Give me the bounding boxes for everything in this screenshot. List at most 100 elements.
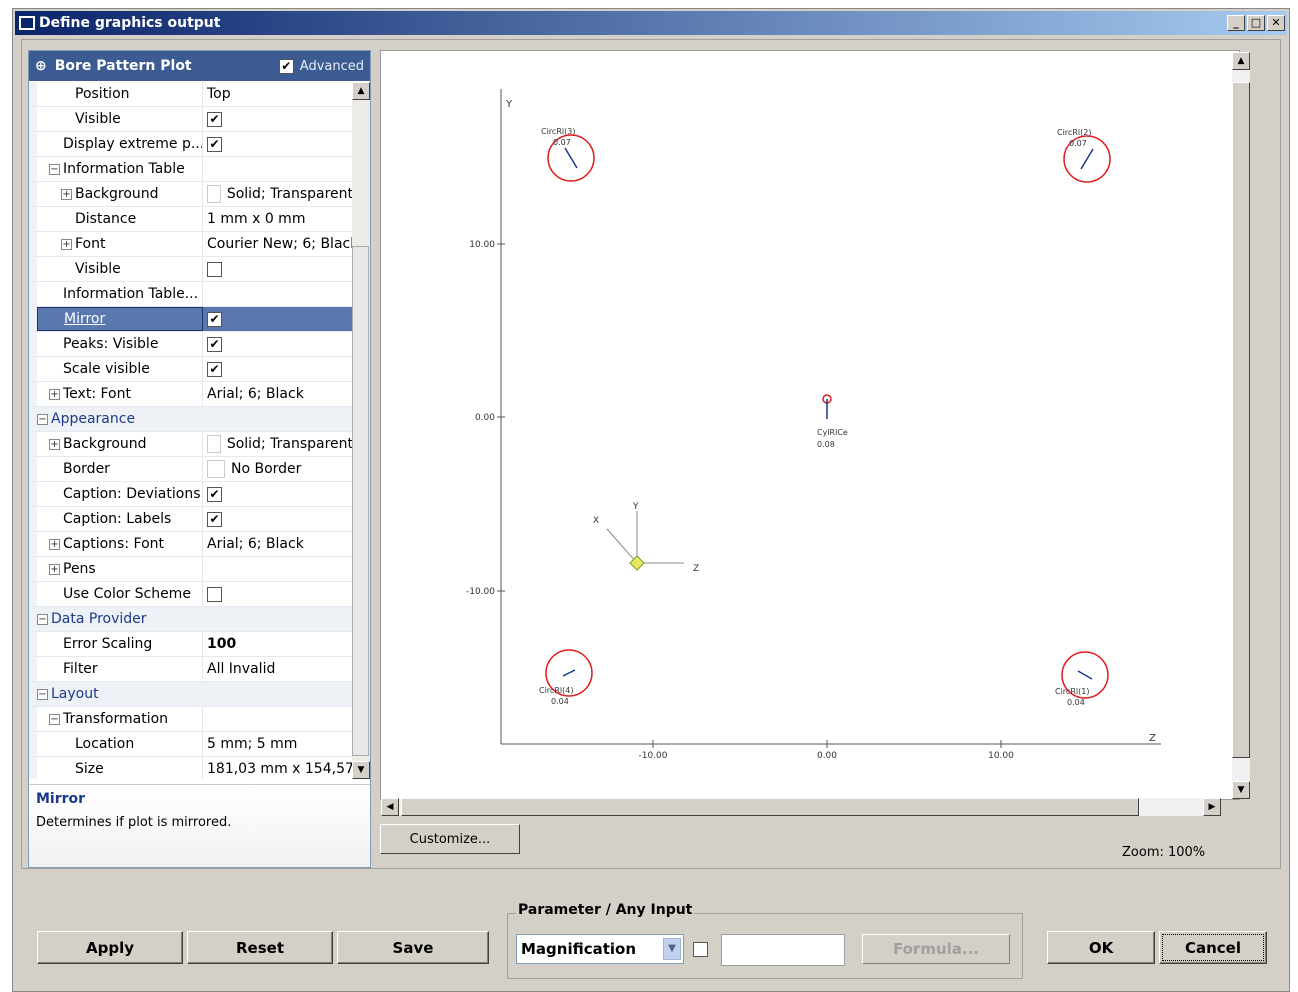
property-row[interactable]: Visible [29, 257, 353, 282]
plot-scroll-right-icon[interactable]: ▶ [1203, 798, 1221, 816]
collapse-icon[interactable]: − [37, 613, 48, 625]
property-checkbox[interactable] [207, 586, 222, 602]
property-row[interactable]: + Background Solid; Transparent [29, 182, 353, 207]
property-value-cell[interactable]: Top [203, 86, 353, 102]
property-row[interactable]: + Background Solid; Transparent [29, 432, 353, 457]
property-row[interactable]: Caption: Deviations ✔ [29, 482, 353, 507]
property-scrollbar[interactable]: ▲ ▼ [352, 82, 370, 779]
property-checkbox[interactable]: ✔ [207, 511, 222, 527]
property-row[interactable]: Distance 1 mm x 0 mm [29, 207, 353, 232]
plot-vertical-scrollbar[interactable]: ▲ ▼ [1232, 52, 1250, 799]
cancel-button[interactable]: Cancel [1159, 931, 1267, 964]
property-row[interactable]: Information Table... [29, 282, 353, 307]
collapse-icon[interactable]: − [37, 413, 48, 425]
property-row[interactable]: Visible ✔ [29, 107, 353, 132]
property-label-cell[interactable]: − Appearance [37, 407, 203, 431]
property-checkbox[interactable]: ✔ [207, 361, 222, 377]
property-label-cell[interactable]: + Text: Font [37, 382, 203, 406]
property-label-cell[interactable]: Scale visible [37, 357, 203, 381]
property-label-cell[interactable]: − Transformation [37, 707, 203, 731]
property-label-cell[interactable]: Mirror [37, 307, 203, 331]
property-label-cell[interactable]: + Captions: Font [37, 532, 203, 556]
property-label-cell[interactable]: Use Color Scheme [37, 582, 203, 606]
formula-button[interactable]: Formula... [862, 934, 1010, 964]
property-value-cell[interactable]: ✔ [203, 136, 353, 152]
property-label-cell[interactable]: Peaks: Visible [37, 332, 203, 356]
property-label-cell[interactable]: + Background [37, 432, 203, 456]
property-value-cell[interactable]: No Border [203, 460, 353, 478]
property-row[interactable]: − Appearance [29, 407, 353, 432]
collapse-icon[interactable]: − [49, 713, 60, 725]
expand-icon[interactable]: + [61, 188, 72, 200]
plot-scroll-left-icon[interactable]: ◀ [381, 798, 399, 816]
property-label-cell[interactable]: Distance [37, 207, 203, 231]
property-value-cell[interactable]: ✔ [203, 486, 353, 502]
parameter-select[interactable]: Magnification ▼ [516, 934, 684, 964]
property-label-cell[interactable]: Display extreme p... [37, 132, 203, 156]
scroll-thumb[interactable] [352, 246, 369, 756]
plot-canvas[interactable]: Y Z -10.00 0.00 10.00 10.00 0.00 -10.00 CircRl(3… [380, 50, 1240, 800]
property-row[interactable]: − Data Provider [29, 607, 353, 632]
property-row[interactable]: Error Scaling 100 [29, 632, 353, 657]
property-value-cell[interactable]: ✔ [203, 336, 353, 352]
property-value-cell[interactable]: Arial; 6; Black [203, 536, 353, 552]
property-row[interactable]: Use Color Scheme [29, 582, 353, 607]
property-checkbox[interactable]: ✔ [207, 136, 222, 152]
property-checkbox[interactable]: ✔ [207, 111, 222, 127]
property-value-cell[interactable]: ✔ [203, 511, 353, 527]
plot-scroll-down-icon[interactable]: ▼ [1232, 781, 1250, 799]
property-value-cell[interactable]: 1 mm x 0 mm [203, 211, 353, 227]
property-label-cell[interactable]: Caption: Labels [37, 507, 203, 531]
property-row[interactable]: − Transformation [29, 707, 353, 732]
property-label-cell[interactable]: Location [37, 732, 203, 756]
property-value-cell[interactable]: Arial; 6; Black [203, 386, 353, 402]
chevron-down-icon[interactable]: ▼ [663, 938, 681, 960]
property-value-cell[interactable]: ✔ [203, 111, 353, 127]
apply-button[interactable]: Apply [37, 931, 183, 964]
property-label-cell[interactable]: Visible [37, 257, 203, 281]
property-value-cell[interactable]: ✔ [203, 361, 353, 377]
customize-button[interactable]: Customize... [380, 824, 520, 854]
property-label-cell[interactable]: − Data Provider [37, 607, 203, 631]
plot-scroll-thumb[interactable] [1232, 82, 1250, 758]
property-value-cell[interactable] [203, 261, 353, 277]
scroll-up-icon[interactable]: ▲ [352, 82, 370, 100]
property-checkbox[interactable] [207, 261, 222, 277]
property-row[interactable]: Mirror ✔ [29, 307, 353, 332]
property-row[interactable]: − Information Table [29, 157, 353, 182]
title-bar[interactable]: Define graphics output _ □ ✕ [15, 11, 1287, 35]
close-button[interactable]: ✕ [1267, 15, 1285, 31]
property-label-cell[interactable]: Error Scaling [37, 632, 203, 656]
property-label-cell[interactable]: Filter [37, 657, 203, 681]
property-value-cell[interactable]: 100 [203, 636, 353, 652]
minimize-button[interactable]: _ [1227, 15, 1245, 31]
property-row[interactable]: Filter All Invalid [29, 657, 353, 682]
property-row[interactable]: Position Top [29, 82, 353, 107]
property-label-cell[interactable]: Visible [37, 107, 203, 131]
advanced-toggle[interactable]: ✔ Advanced [278, 58, 364, 74]
property-label-cell[interactable]: Information Table... [37, 282, 203, 306]
property-value-cell[interactable]: All Invalid [203, 661, 353, 677]
property-row[interactable]: Peaks: Visible ✔ [29, 332, 353, 357]
reset-button[interactable]: Reset [187, 931, 333, 964]
collapse-icon[interactable]: − [49, 163, 60, 175]
expand-icon[interactable]: + [49, 438, 60, 450]
property-row[interactable]: Location 5 mm; 5 mm [29, 732, 353, 757]
property-label-cell[interactable]: Size [37, 757, 203, 779]
property-row[interactable]: + Pens [29, 557, 353, 582]
advanced-checkbox[interactable]: ✔ [278, 58, 294, 74]
property-row[interactable]: Caption: Labels ✔ [29, 507, 353, 532]
property-value-cell[interactable] [203, 586, 353, 602]
property-label-cell[interactable]: + Font [37, 232, 203, 256]
property-value-cell[interactable]: Solid; Transparent [203, 185, 353, 203]
expand-icon[interactable]: + [61, 238, 72, 250]
property-checkbox[interactable]: ✔ [207, 486, 222, 502]
ok-button[interactable]: OK [1047, 931, 1155, 964]
property-label-cell[interactable]: Position [37, 82, 203, 106]
plot-scroll-up-icon[interactable]: ▲ [1232, 52, 1250, 70]
collapse-icon[interactable]: − [37, 688, 48, 700]
parameter-checkbox[interactable] [693, 942, 708, 957]
property-value-cell[interactable]: Solid; Transparent [203, 435, 353, 453]
expand-icon[interactable]: + [49, 388, 60, 400]
property-row[interactable]: Display extreme p... ✔ [29, 132, 353, 157]
